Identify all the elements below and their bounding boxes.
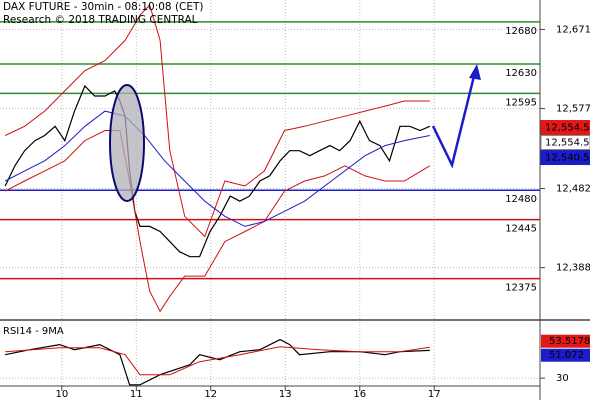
price-badge-label: 12,554.5 — [545, 123, 590, 134]
value-badge — [541, 348, 590, 362]
price-badge — [540, 150, 590, 166]
value-badge-label: 53.5178 — [549, 336, 590, 347]
price-badge-label: 12,540.5 — [545, 153, 590, 164]
x-tick-label: 16 — [353, 389, 366, 400]
level-label: 12480 — [505, 194, 537, 205]
series-line — [4, 130, 431, 313]
axes: 12,671 12,577 12,482 12,388 12680 12630 12595 1… — [55, 24, 590, 400]
y-tick-label: 12,671 — [556, 24, 590, 35]
price-badge — [540, 135, 590, 151]
chart-title: DAX FUTURE - 30min - 08:10:08 (CET) — [3, 1, 204, 13]
x-tick-label: 10 — [55, 389, 68, 400]
forecast-arrowhead — [469, 64, 481, 80]
x-tick-label: 11 — [130, 389, 143, 400]
highlight-ellipse — [109, 84, 145, 202]
x-tick-label: 13 — [279, 389, 292, 400]
x-tick-label: 17 — [428, 389, 441, 400]
level-label: 12630 — [505, 68, 537, 79]
rsi-panel — [0, 322, 540, 386]
series-line — [5, 346, 430, 376]
level-label: 12680 — [505, 26, 537, 37]
value-badge-label: 51.072 — [549, 350, 584, 361]
level-label: 12445 — [505, 224, 537, 235]
rsi-title: RSI14 - 9MA — [3, 326, 64, 337]
level-label: 12375 — [505, 283, 537, 294]
level-label: 12595 — [505, 97, 537, 108]
y-tick-label: 12,482 — [556, 184, 590, 195]
y-tick-label: 30 — [556, 373, 569, 384]
series-line — [4, 84, 431, 258]
price-badge — [540, 120, 590, 136]
y-tick-label: 12,577 — [556, 104, 590, 115]
value-badge — [541, 334, 590, 348]
series-line — [4, 4, 430, 238]
series-line — [4, 110, 430, 227]
series-line — [5, 338, 430, 386]
price-badge-label: 12,554.5 — [545, 138, 590, 149]
forecast-arrow — [431, 71, 477, 169]
x-tick-label: 12 — [204, 389, 217, 400]
chart-subtitle: Research © 2018 TRADING CENTRAL — [3, 14, 198, 26]
y-tick-label: 12,388 — [556, 263, 590, 274]
